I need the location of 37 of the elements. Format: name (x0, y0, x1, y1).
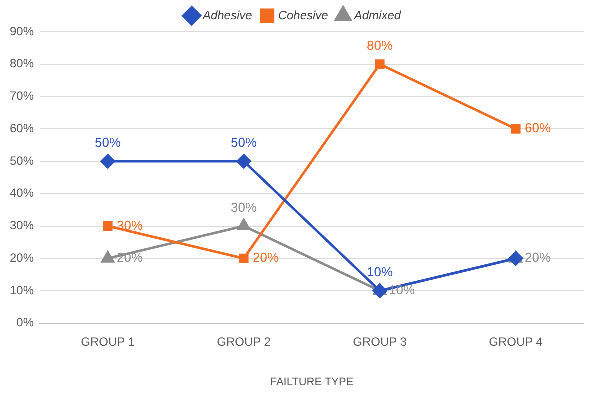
data-label: 20% (525, 250, 552, 266)
point (511, 124, 521, 134)
point (375, 60, 385, 70)
legend-label: Admixed (353, 8, 402, 22)
y-tick-label: 70% (10, 89, 34, 104)
data-label: 50% (230, 135, 258, 150)
data-label: 10% (389, 282, 416, 298)
x-tick-label: GROUP 4 (489, 334, 544, 349)
data-label: 80% (366, 38, 394, 53)
y-tick-label: 50% (10, 154, 34, 168)
data-label: 60% (525, 120, 552, 136)
y-tick-label: 60% (10, 121, 34, 136)
point (102, 251, 114, 263)
point (508, 251, 524, 266)
data-label: 10% (366, 264, 394, 280)
x-axis-title: FAILTURE TYPE (270, 376, 354, 388)
legend-label: Cohesive (278, 8, 329, 22)
y-tick-label: 0% (16, 316, 34, 330)
y-tick-label: 10% (10, 283, 34, 298)
y-tick-label: 20% (10, 250, 34, 265)
data-label: 50% (95, 135, 122, 150)
legend-label: Adhesive (202, 8, 253, 22)
y-tick-label: 80% (10, 56, 34, 71)
point (103, 221, 113, 232)
y-tick-label: 90% (10, 24, 34, 38)
y-tick-label: 40% (10, 186, 34, 200)
data-label: 20% (253, 250, 280, 266)
data-label: 30% (230, 200, 258, 215)
point (372, 284, 388, 298)
x-tick-label: GROUP 3 (353, 334, 408, 349)
x-tick-label: GROUP 2 (217, 334, 272, 349)
point (236, 154, 252, 169)
x-tick-label: GROUP 1 (81, 334, 136, 349)
point (239, 254, 249, 264)
y-tick-label: 30% (10, 218, 34, 233)
point (100, 154, 116, 169)
point (238, 219, 250, 231)
